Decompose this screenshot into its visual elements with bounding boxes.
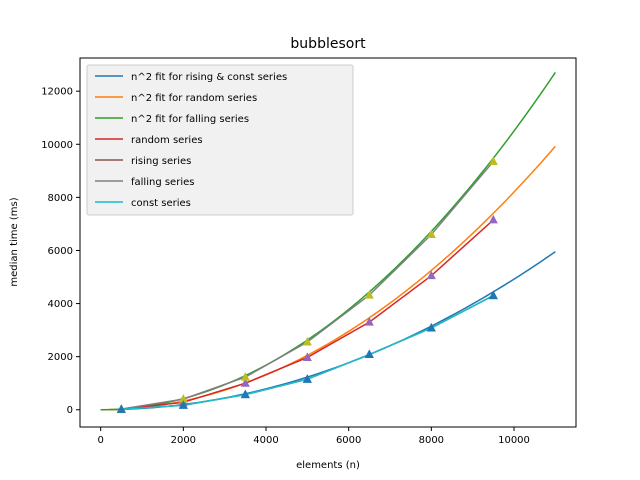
legend-label: const series — [131, 198, 191, 209]
legend-label: random series — [131, 135, 203, 146]
y-tick-label: 12000 — [41, 87, 73, 98]
y-ticks: 0 2000 4000 6000 8000 10000 12000 — [41, 87, 80, 416]
data-point-falling-series — [488, 156, 498, 166]
x-tick-label: 10000 — [498, 435, 530, 446]
y-tick-label: 8000 — [48, 193, 73, 204]
data-point-falling-series — [426, 229, 436, 239]
y-axis-label: median time (ms) — [9, 197, 20, 286]
data-point-falling-series — [302, 337, 312, 346]
legend-box — [86, 64, 354, 216]
markers-layer — [116, 156, 498, 413]
legend-label: n^2 fit for rising & const series — [131, 72, 287, 83]
data-point-falling-series — [364, 290, 374, 299]
data-point-const-series — [178, 400, 188, 409]
x-ticks: 0 2000 4000 6000 8000 10000 — [97, 427, 530, 446]
x-axis-label: elements (n) — [296, 460, 360, 471]
data-point-const-series — [116, 404, 126, 413]
data-point-falling-series — [178, 394, 188, 403]
data-point-falling-series — [240, 372, 250, 381]
y-tick-label: 4000 — [48, 299, 73, 310]
data-point-random-series — [488, 214, 498, 224]
y-tick-label: 10000 — [41, 140, 73, 151]
legend-label: n^2 fit for falling series — [131, 114, 249, 125]
y-tick-label: 0 — [67, 405, 73, 416]
y-tick-label: 2000 — [48, 352, 73, 363]
legend-entries: n^2 fit for rising & const series n^2 fit… — [95, 72, 287, 209]
legend-label: rising series — [131, 156, 191, 167]
data-point-const-series — [302, 374, 312, 383]
data-point-random-series — [302, 352, 312, 361]
data-point-random-series — [364, 317, 374, 326]
x-tick-label: 6000 — [336, 435, 361, 446]
y-tick-label: 6000 — [48, 246, 73, 257]
legend-label: n^2 fit for random series — [131, 93, 257, 104]
data-point-random-series — [426, 270, 436, 280]
x-tick-label: 8000 — [419, 435, 444, 446]
x-tick-label: 4000 — [253, 435, 278, 446]
data-point-const-series — [364, 349, 374, 359]
data-point-random-series — [240, 378, 250, 387]
plot-frame — [79, 57, 577, 428]
data-point-const-series — [240, 389, 250, 399]
x-tick-label: 2000 — [171, 435, 196, 446]
data-point-const-series — [426, 322, 436, 332]
data-point-const-series — [488, 290, 498, 300]
chart-title: bubblesort — [290, 36, 366, 52]
legend: n^2 fit for rising & const series n^2 fit… — [86, 64, 354, 216]
x-tick-label: 0 — [97, 435, 103, 446]
legend-label: falling series — [131, 177, 194, 188]
